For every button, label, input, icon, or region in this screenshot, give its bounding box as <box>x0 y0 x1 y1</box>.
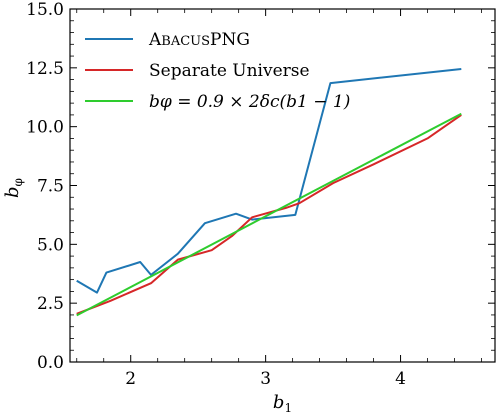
series-line-0 <box>76 68 462 294</box>
x-tick-label-2: 4 <box>395 369 406 389</box>
y-tick-label-3: 7.5 <box>37 177 64 197</box>
series-layer <box>76 68 462 317</box>
series-line-2 <box>76 112 462 317</box>
y-tick-label-2: 5.0 <box>37 235 64 255</box>
ticks-layer <box>70 8 495 363</box>
y-tick-label-1: 2.5 <box>37 294 64 314</box>
legend-label-separate-universe: Separate Universe <box>149 61 310 81</box>
series-line-1 <box>76 114 462 315</box>
y-tick-label-4: 10.0 <box>26 118 64 138</box>
x-tick-label-1: 3 <box>260 369 271 389</box>
y-axis-label: bφ <box>2 178 25 198</box>
y-tick-label-5: 12.5 <box>26 59 64 79</box>
legend-label-abacuspng: ABACUSPNG <box>148 30 250 50</box>
y-tick-label-6: 15.0 <box>26 0 64 20</box>
x-tick-label-0: 2 <box>125 369 136 389</box>
y-tick-label-0: 0.0 <box>37 353 64 373</box>
x-axis-label: b1 <box>273 392 292 412</box>
tick-labels-layer: 2 3 4 0.0 2.5 5.0 7.5 10.0 12.5 15.0 <box>26 0 406 389</box>
legend-label-linear-fit: bφ = 0.9 × 2δc(b1 − 1) <box>149 92 350 112</box>
legend: ABACUSPNG Separate Universe bφ = 0.9 × 2… <box>85 30 350 112</box>
